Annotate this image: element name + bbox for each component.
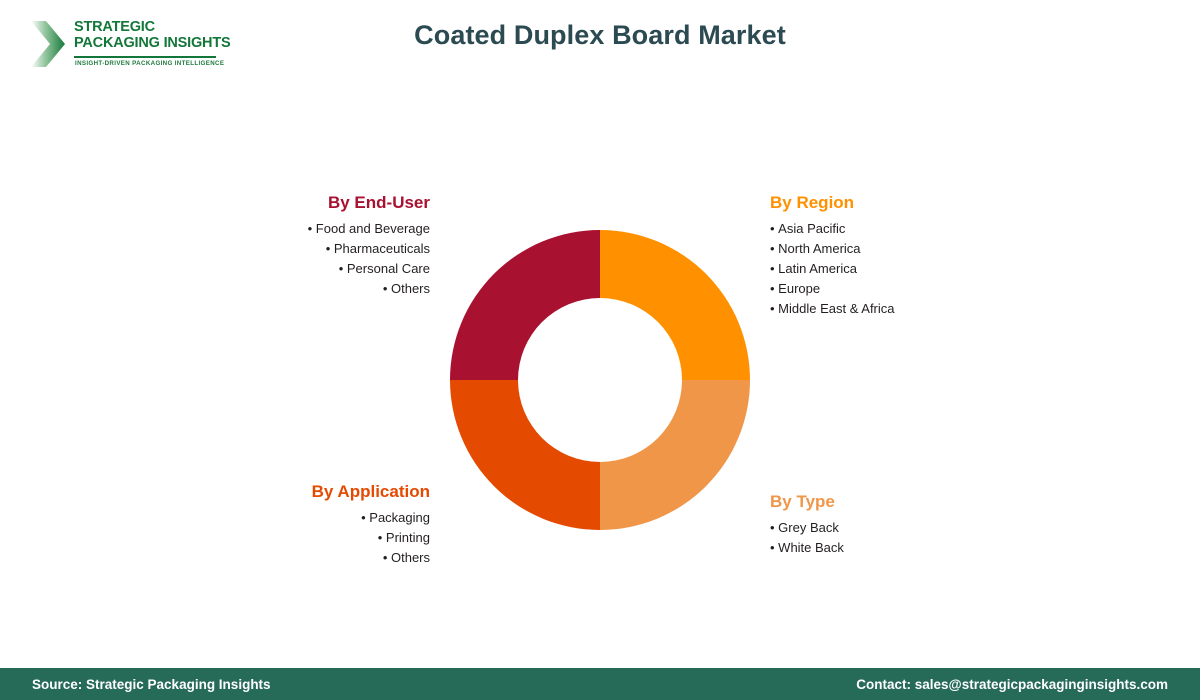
list-item: Middle East & Africa <box>770 299 1070 319</box>
segment-region: By Region Asia Pacific North America Lat… <box>770 193 1070 319</box>
brand-logo: STRATEGIC PACKAGING INSIGHTS INSIGHT-DRI… <box>28 14 231 76</box>
list-item: Packaging <box>180 508 430 528</box>
donut-slice-application <box>450 380 600 530</box>
list-item: Food and Beverage <box>180 219 430 239</box>
segment-application-list: Packaging Printing Others <box>180 508 430 568</box>
list-item: Asia Pacific <box>770 219 1070 239</box>
list-item: Latin America <box>770 259 1070 279</box>
logo-divider <box>74 56 216 58</box>
list-item: Personal Care <box>180 259 430 279</box>
segment-application-title: By Application <box>311 482 430 501</box>
list-item: Others <box>180 279 430 299</box>
donut-chart <box>450 230 750 530</box>
segment-region-title: By Region <box>770 193 855 212</box>
logo-wordmark: STRATEGIC PACKAGING INSIGHTS <box>74 19 231 51</box>
footer-contact[interactable]: Contact: sales@strategicpackaginginsight… <box>856 676 1168 692</box>
list-item: North America <box>770 239 1070 259</box>
segment-end-user-list: Food and Beverage Pharmaceuticals Person… <box>180 219 430 299</box>
logo-tagline: INSIGHT-DRIVEN PACKAGING INTELLIGENCE <box>75 60 225 67</box>
page-title: Coated Duplex Board Market <box>414 20 786 50</box>
logo-chevron-icon <box>31 21 65 67</box>
segment-type: By Type Grey Back White Back <box>770 492 1070 558</box>
logo-line-1: STRATEGIC <box>74 19 155 35</box>
segment-type-title: By Type <box>770 492 835 511</box>
list-item: Others <box>180 548 430 568</box>
segment-region-list: Asia Pacific North America Latin America… <box>770 219 1070 319</box>
logo-line-2: PACKAGING INSIGHTS <box>74 34 231 51</box>
donut-slice-region <box>600 230 750 380</box>
segment-end-user: By End-User Food and Beverage Pharmaceut… <box>180 193 430 299</box>
segment-type-list: Grey Back White Back <box>770 518 1070 558</box>
footer-bar: Source: Strategic Packaging Insights Con… <box>0 668 1200 700</box>
footer-source: Source: Strategic Packaging Insights <box>32 676 271 692</box>
list-item: Europe <box>770 279 1070 299</box>
list-item: Pharmaceuticals <box>180 239 430 259</box>
list-item: Printing <box>180 528 430 548</box>
segment-application: By Application Packaging Printing Others <box>180 482 430 568</box>
list-item: White Back <box>770 538 1070 558</box>
donut-slice-end-user <box>450 230 600 380</box>
donut-slice-type <box>600 380 750 530</box>
segment-end-user-title: By End-User <box>327 193 430 212</box>
list-item: Grey Back <box>770 518 1070 538</box>
